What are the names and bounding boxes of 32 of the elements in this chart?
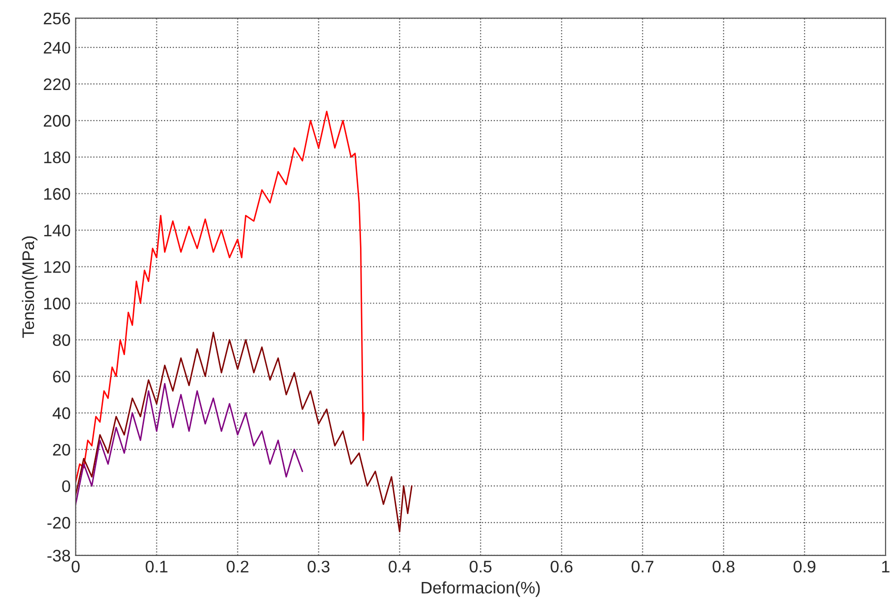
x-tick-label: 0.6 (550, 560, 572, 573)
x-tick-label: 0.4 (388, 560, 411, 573)
x-axis-title: Deformacion(%) (422, 581, 540, 597)
y-tick-label: 0 (62, 480, 70, 492)
x-tick-label: 1 (882, 560, 890, 572)
y-tick-label: 240 (44, 42, 70, 54)
x-tick-label: 0.2 (226, 560, 248, 573)
y-tick-label: 180 (44, 151, 70, 164)
y-tick-label: 160 (44, 188, 70, 200)
line-series (76, 382, 304, 505)
x-tick-label: 0.9 (794, 560, 816, 573)
line-series (76, 110, 365, 484)
x-tick-label: 0.5 (470, 560, 492, 573)
y-tick-label: -38 (47, 550, 70, 562)
y-tick-label: 120 (44, 261, 70, 273)
x-tick-label: 0 (72, 560, 80, 573)
x-tick-label: 0.8 (712, 560, 734, 573)
y-tick-label: 256 (44, 12, 70, 24)
x-tick-label: 0.1 (146, 560, 168, 573)
y-tick-label: 80 (52, 334, 70, 346)
y-tick-label: -20 (47, 516, 70, 529)
y-tick-label: 200 (44, 114, 70, 127)
y-tick-label: 220 (44, 78, 70, 90)
line-series (76, 332, 412, 532)
y-tick-label: 60 (53, 370, 70, 383)
y-tick-label: 140 (44, 224, 70, 236)
x-tick-label: 0.3 (308, 560, 330, 573)
y-tick-label: 100 (44, 298, 70, 310)
x-tick-label: 0.7 (632, 560, 654, 573)
y-tick-label: 40 (52, 407, 70, 420)
y-tick-label: 20 (53, 444, 70, 456)
y-axis-title: Tension(MPa) (22, 236, 38, 338)
